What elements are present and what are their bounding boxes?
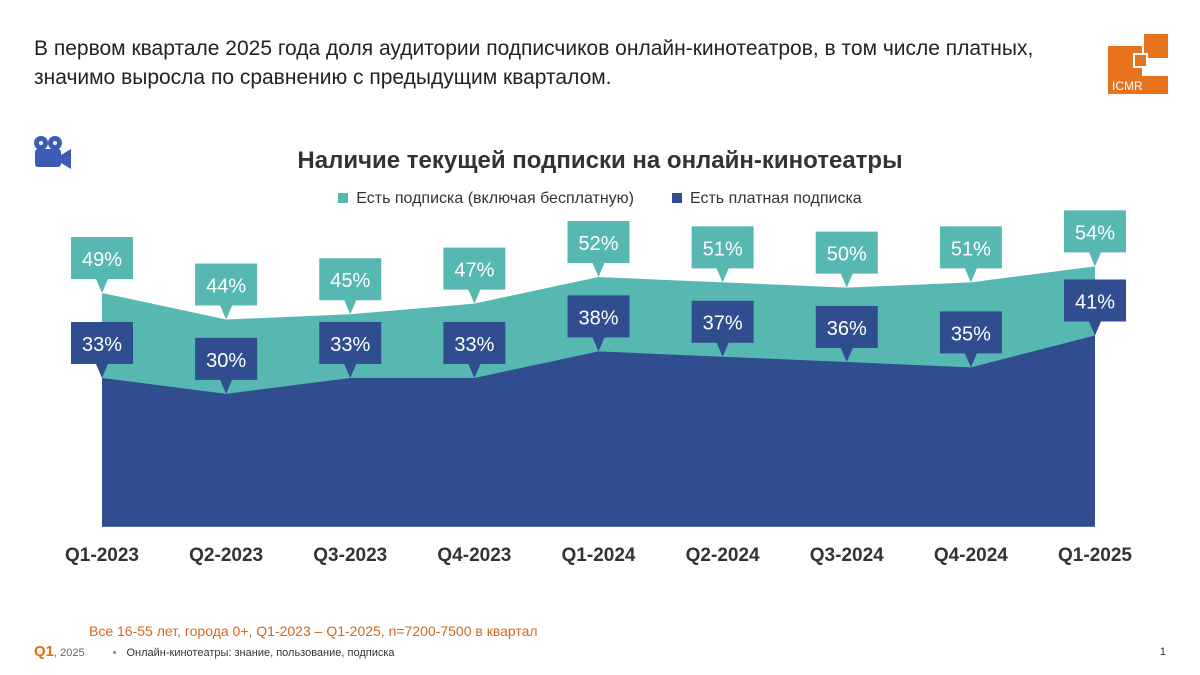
data-label: 37%: [703, 313, 743, 335]
data-label-box: [691, 300, 754, 357]
x-tick-label: Q2-2024: [686, 545, 760, 566]
data-label: 54%: [1075, 222, 1115, 244]
area-series-1: [102, 335, 1095, 527]
data-label: 52%: [578, 233, 618, 255]
legend-item-any: Есть подписка (включая бесплатную): [338, 190, 634, 208]
data-label-box: [691, 226, 754, 283]
data-label-box: [443, 321, 506, 378]
data-label: 51%: [951, 238, 991, 260]
data-label: 33%: [330, 334, 370, 356]
data-label-box: [939, 311, 1002, 368]
page-number: 1: [1159, 646, 1166, 658]
x-tick-label: Q1-2025: [1058, 545, 1132, 566]
chart-title: Наличие текущей подписки на онлайн-кинот…: [297, 147, 903, 174]
data-label-box: [71, 321, 133, 378]
data-label-box: [195, 337, 258, 394]
x-tick-label: Q1-2024: [562, 545, 636, 566]
data-label: 45%: [330, 270, 370, 292]
data-label-box: [319, 258, 382, 315]
x-tick-label: Q4-2024: [934, 545, 1008, 566]
legend-item-paid: Есть платная подписка: [671, 190, 862, 208]
data-label: 38%: [578, 307, 618, 329]
data-label: 49%: [82, 249, 122, 271]
x-tick-label: Q3-2023: [313, 545, 387, 566]
data-label: 50%: [827, 244, 867, 266]
data-label: 51%: [703, 238, 743, 260]
data-label-box: [815, 306, 878, 363]
data-label: 30%: [206, 350, 246, 372]
data-label-box: [1064, 210, 1126, 267]
data-label-box: [319, 321, 382, 378]
sample-note: Все 16-55 лет, города 0+, Q1-2023 – Q1-2…: [89, 623, 538, 639]
data-label: 36%: [827, 318, 867, 340]
legend: Есть подписка (включая бесплатную) Есть …: [0, 190, 1200, 208]
movie-camera-icon: [34, 136, 71, 169]
data-label: 33%: [82, 334, 122, 356]
x-tick-label: Q2-2023: [189, 545, 263, 566]
data-label-box: [939, 226, 1002, 283]
data-label-box: [71, 236, 133, 293]
data-label: 47%: [454, 260, 494, 282]
headline: В первом квартале 2025 года доля аудитор…: [34, 37, 1034, 89]
data-label-box: [443, 247, 506, 304]
x-tick-label: Q3-2024: [810, 545, 884, 566]
data-label-box: [815, 231, 878, 288]
data-label-box: [567, 221, 630, 278]
data-label: 35%: [951, 323, 991, 345]
data-label-box: [567, 295, 630, 352]
area-chart: 49% 44% 45% 47% 52% 51% 50% 51% 54% 33% 30% 33% 33% 3…: [65, 210, 1132, 566]
data-label: 44%: [206, 276, 246, 298]
x-tick-label: Q1-2023: [65, 545, 139, 566]
footer: Q1, 2025 • Онлайн-кинотеатры: знание, поль…: [34, 643, 395, 660]
data-label: 41%: [1075, 291, 1115, 313]
data-label-box: [195, 263, 258, 320]
svg-text:ICMR: ICMR: [1112, 79, 1143, 93]
data-label: 33%: [454, 334, 494, 356]
icmr-logo: ICMR: [1108, 34, 1168, 94]
x-tick-label: Q4-2023: [437, 545, 511, 566]
data-label-box: [1064, 279, 1126, 336]
